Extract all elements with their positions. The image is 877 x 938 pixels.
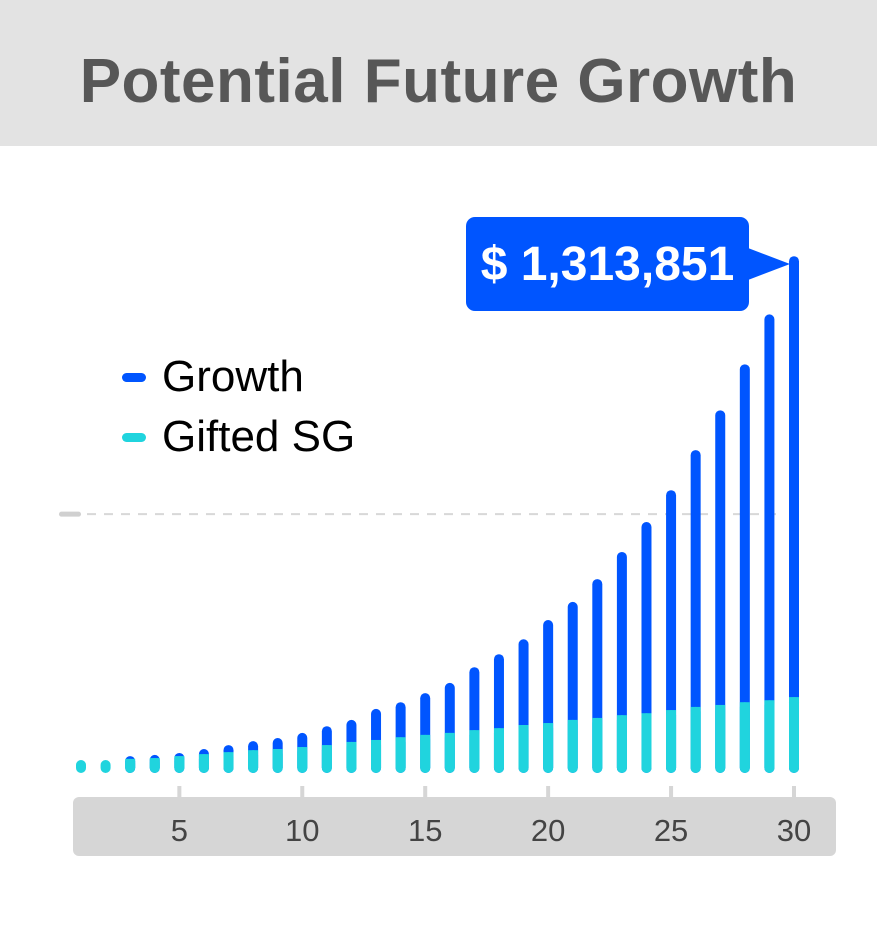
bar-gifted-sg-24-body [641, 713, 652, 768]
bar-gifted-sg-10-body [297, 747, 308, 768]
bar-gifted-sg-22-body [592, 717, 603, 768]
bar-gifted-sg-16-body [444, 732, 455, 768]
title-band: Potential Future Growth [0, 0, 877, 146]
bar-gifted-sg-27-body [715, 704, 726, 768]
bar-gifted-sg-9-body [272, 749, 283, 768]
legend-item-gifted-sg: Gifted SG [122, 412, 355, 462]
x-tick-15 [423, 786, 428, 798]
reference-marker [59, 511, 81, 517]
x-tick-20 [546, 786, 551, 798]
bar-growth-30 [789, 256, 799, 773]
legend-label-growth: Growth [162, 352, 304, 401]
legend-swatch-growth [122, 372, 146, 382]
bar-gifted-sg-14-body [395, 737, 406, 768]
bar-gifted-sg-5-body [174, 756, 185, 768]
legend-swatch-gifted-sg [122, 432, 146, 442]
x-tick-label-5: 5 [171, 813, 188, 848]
bar-growth-27 [715, 410, 726, 773]
bar-gifted-sg-29-body [764, 700, 775, 768]
bar-gifted-sg-8-body [248, 750, 259, 768]
bar-growth-29 [764, 314, 775, 773]
x-axis-band [73, 797, 836, 856]
legend-item-growth: Growth [122, 352, 304, 402]
bar-gifted-sg-3-body [125, 758, 136, 768]
bar-gifted-sg-1 [76, 760, 86, 773]
total-value-callout: $ 1,313,851 [466, 217, 749, 311]
bar-growth-24 [641, 522, 652, 773]
bar-gifted-sg-2 [100, 760, 111, 773]
x-tick-label-25: 25 [654, 813, 688, 848]
legend-label-gifted-sg: Gifted SG [162, 412, 356, 461]
bar-gifted-sg-23-body [616, 715, 627, 768]
bar-gifted-sg-30-body [789, 697, 799, 768]
x-tick-label-10: 10 [285, 813, 319, 848]
bar-gifted-sg-12-body [346, 741, 357, 768]
x-tick-25 [669, 786, 674, 798]
x-tick-label-15: 15 [408, 813, 442, 848]
bar-gifted-sg-28-body [739, 702, 750, 768]
total-value-label: $ 1,313,851 [480, 237, 735, 291]
bar-gifted-sg-26-body [690, 706, 701, 768]
bar-gifted-sg-13-body [371, 739, 382, 768]
callout-pointer [748, 248, 790, 280]
x-tick-30 [792, 786, 796, 798]
bar-gifted-sg-20-body [543, 723, 554, 768]
bar-growth-28 [739, 364, 750, 773]
bar-gifted-sg-15-body [420, 734, 431, 768]
bar-gifted-sg-18-body [493, 728, 504, 768]
bar-gifted-sg-21-body [567, 719, 578, 768]
x-tick-10 [300, 786, 305, 798]
bar-gifted-sg-17-body [469, 730, 480, 768]
bar-gifted-sg-4-body [149, 758, 160, 768]
bar-gifted-sg-6-body [198, 754, 209, 768]
x-tick-label-20: 20 [531, 813, 565, 848]
chart-title: Potential Future Growth [79, 47, 798, 116]
bar-growth-25 [666, 490, 677, 773]
x-tick-label-30: 30 [777, 813, 811, 848]
bar-gifted-sg-7-body [223, 752, 234, 768]
bar-gifted-sg-25-body [666, 710, 677, 768]
x-tick-5 [177, 786, 182, 798]
bar-growth-26 [690, 450, 701, 773]
bar-gifted-sg-11-body [321, 745, 332, 768]
bar-gifted-sg-19-body [518, 725, 529, 768]
